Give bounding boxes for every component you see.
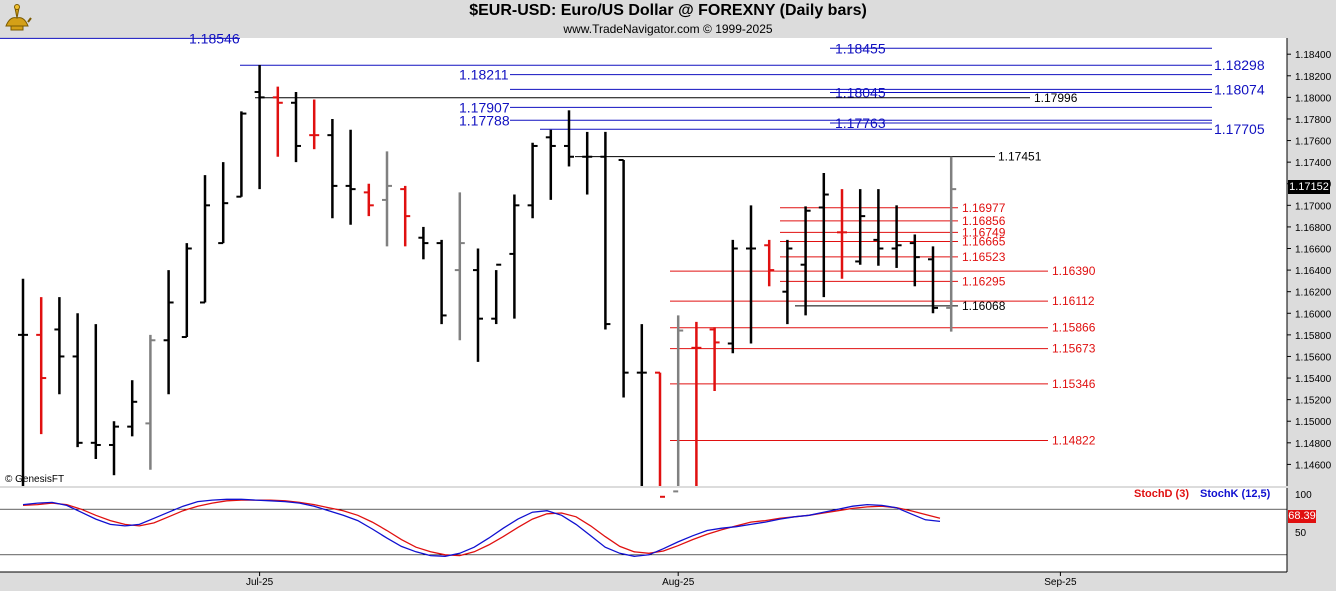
level-label: 1.16977 (962, 201, 1006, 215)
level-label: 1.16295 (962, 274, 1006, 288)
date-tick-label: Jul-25 (246, 577, 274, 588)
level-label: 1.17996 (1034, 91, 1078, 105)
price-tick-label: 1.18200 (1295, 72, 1332, 83)
level-label: 1.16665 (962, 234, 1006, 248)
price-panel (0, 38, 1287, 486)
price-tick-label: 1.16600 (1295, 245, 1332, 256)
price-tick-label: 1.16800 (1295, 223, 1332, 234)
price-tick-label: 1.17400 (1295, 158, 1332, 169)
stoch-k-line (22, 498, 941, 557)
price-tick-label: 1.16200 (1295, 288, 1332, 299)
level-label: 1.18298 (1214, 57, 1265, 73)
copyright-label: © GenesisFT (5, 474, 65, 485)
price-tick-label: 1.16400 (1295, 266, 1332, 277)
price-tick-label: 1.15000 (1295, 417, 1332, 428)
ohlc-bars (18, 64, 957, 498)
date-axis: Jul-25 Aug-25 Sep-25 (0, 571, 1287, 588)
level-label: 1.18211 (459, 67, 509, 83)
level-label: 1.17451 (998, 150, 1042, 164)
level-label: 1.16749 (962, 225, 1006, 239)
level-label: 1.14822 (1052, 433, 1096, 447)
price-tick-label: 1.18400 (1295, 50, 1332, 61)
last-price-badge: 1.17152 (1288, 180, 1330, 194)
date-tick-label: Sep-25 (1044, 577, 1077, 588)
level-label: 1.18546 (189, 30, 240, 46)
level-label: 1.17907 (459, 99, 510, 115)
level-label: 1.15346 (1052, 377, 1096, 391)
price-tick-label: 1.18000 (1295, 93, 1332, 104)
price-tick-label: 1.17000 (1295, 201, 1332, 212)
level-label: 1.17705 (1214, 121, 1265, 137)
level-label: 1.16112 (1052, 294, 1095, 308)
price-tick-label: 1.15600 (1295, 352, 1332, 363)
stoch-tick-label: 50 (1295, 528, 1307, 539)
genie-lamp-icon (2, 2, 32, 34)
level-label: 1.15673 (1052, 342, 1096, 356)
level-label: 1.16390 (1052, 264, 1096, 278)
price-tick-label: 1.15200 (1295, 396, 1332, 407)
chart-subtitle: www.TradeNavigator.com © 1999-2025 (563, 22, 773, 36)
stoch-d-legend: StochD (3) (1134, 488, 1189, 500)
stochastic-lines: 100 50 (0, 488, 1312, 572)
price-tick-label: 1.14800 (1295, 439, 1332, 450)
price-tick-label: 1.17800 (1295, 115, 1332, 126)
price-tick-label: 1.17600 (1295, 137, 1332, 148)
date-tick-label: Aug-25 (662, 577, 695, 588)
level-label: 1.17788 (459, 112, 510, 128)
level-label: 1.18045 (835, 85, 886, 101)
level-label: 1.18074 (1214, 81, 1265, 97)
price-tick-label: 1.14600 (1295, 460, 1332, 471)
chart-title: $EUR-USD: Euro/US Dollar @ FOREXNY (Dail… (469, 2, 867, 19)
level-label: 1.15866 (1052, 321, 1096, 335)
stoch-last-badge: 68.39 (1288, 510, 1316, 523)
stochastic-panel (0, 488, 1287, 572)
price-axis: 1.18400 1.18200 1.18000 1.17800 1.17600 1.174… (1286, 38, 1332, 486)
stoch-tick-label: 100 (1295, 490, 1312, 501)
level-label: 1.16068 (962, 299, 1006, 313)
level-label: 1.16856 (962, 214, 1006, 228)
price-tick-label: 1.16000 (1295, 309, 1332, 320)
price-tick-label: 1.15800 (1295, 331, 1332, 342)
level-label: 1.17763 (835, 115, 886, 131)
stoch-k-legend: StochK (12,5) (1200, 488, 1271, 500)
chart-header: $EUR-USD: Euro/US Dollar @ FOREXNY (Dail… (0, 0, 1336, 38)
level-label: 1.16523 (962, 250, 1006, 264)
price-tick-label: 1.15400 (1295, 374, 1332, 385)
level-label: 1.18455 (835, 40, 886, 56)
